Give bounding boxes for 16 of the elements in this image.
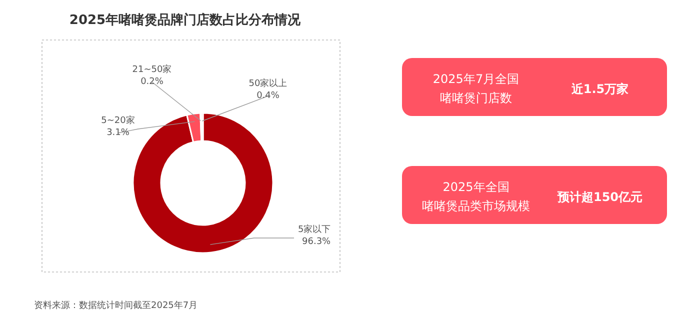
- text: 资料来源：数据统计时间截至2025年7月: [34, 300, 198, 311]
- text: 啫啫煲品类市场规模: [422, 199, 530, 213]
- text: 近1.5万家: [570, 82, 629, 96]
- chart-title: 2025年啫啫煲品牌门店数占比分布情况: [69, 12, 302, 28]
- slice-label: 21~50家: [132, 64, 172, 75]
- data-label: 96.3%: [302, 237, 332, 247]
- data-label: 3.1%: [106, 128, 130, 138]
- data-label: 0.2%: [140, 77, 164, 87]
- text: 预计超150亿元: [556, 190, 643, 204]
- slice-label: 5~20家: [101, 115, 135, 126]
- slice-label: 5家以下: [298, 224, 331, 235]
- text: 2025年7月全国: [432, 72, 520, 86]
- text: 啫啫煲门店数: [440, 91, 512, 105]
- slice-label: 50家以上: [248, 78, 288, 89]
- data-label: 0.4%: [256, 91, 280, 101]
- text: 2025年全国: [442, 180, 510, 194]
